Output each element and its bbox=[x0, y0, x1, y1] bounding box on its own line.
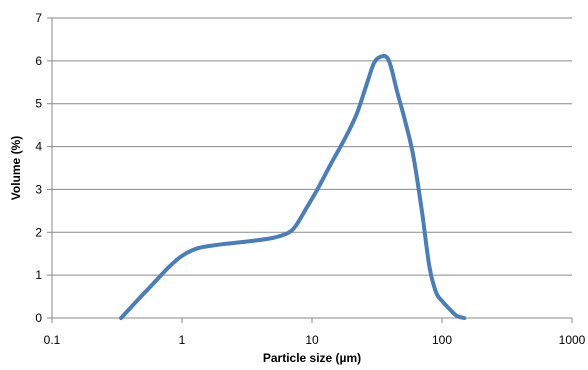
y-tick-label: 5 bbox=[35, 97, 42, 111]
y-tick-label: 4 bbox=[35, 140, 42, 154]
y-tick-label: 7 bbox=[35, 11, 42, 25]
y-tick-label: 2 bbox=[35, 225, 42, 239]
x-axis-ticks: 0.1 1 10 100 1000 bbox=[44, 318, 586, 347]
x-tick-label: 1000 bbox=[559, 333, 586, 347]
y-tick-label: 3 bbox=[35, 182, 42, 196]
x-tick-label: 100 bbox=[432, 333, 452, 347]
y-tick-label: 1 bbox=[35, 268, 42, 282]
axes bbox=[51, 18, 572, 319]
y-tick-label: 0 bbox=[35, 311, 42, 325]
grid bbox=[52, 17, 572, 276]
series-line-0 bbox=[119, 54, 467, 320]
y-axis-ticks: 0 1 2 3 4 5 6 7 bbox=[35, 11, 52, 325]
series-layer bbox=[119, 54, 467, 320]
x-tick-label: 10 bbox=[305, 333, 319, 347]
x-tick-label: 0.1 bbox=[44, 333, 61, 347]
y-axis-title: Volume (%) bbox=[9, 136, 23, 200]
x-tick-label: 1 bbox=[179, 333, 186, 347]
x-axis-title: Particle size (µm) bbox=[263, 351, 361, 365]
y-tick-label: 6 bbox=[35, 54, 42, 68]
